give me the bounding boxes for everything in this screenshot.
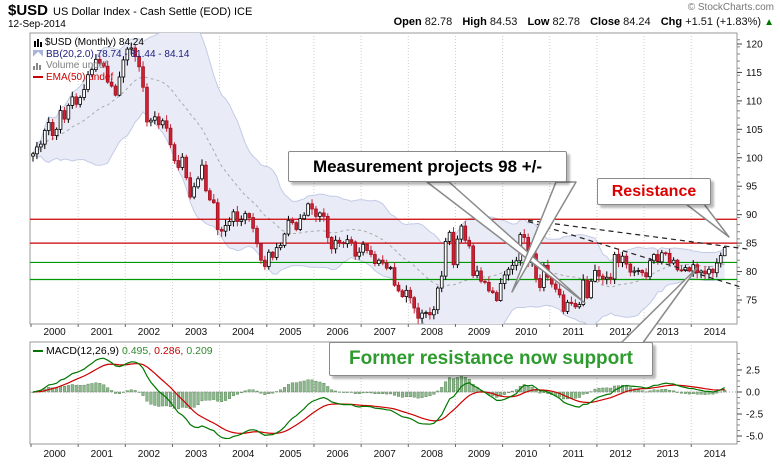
svg-text:75: 75 <box>746 296 758 307</box>
svg-text:2014: 2014 <box>704 327 727 338</box>
x-axis-labels: 2000 2000 2001 2001 2002 2002 2003 2003 2004 2004… <box>43 327 726 460</box>
svg-text:110: 110 <box>746 96 762 107</box>
svg-text:2001: 2001 <box>91 449 114 460</box>
svg-text:-2.5: -2.5 <box>746 410 764 421</box>
legend-symbol-text: $USD (Monthly) 84.24 <box>45 37 144 48</box>
macd-name: MACD(12,26,9) <box>46 345 119 357</box>
svg-text:105: 105 <box>746 125 763 136</box>
open-value: 82.78 <box>424 16 453 28</box>
legend-ema-row: EMA(50) undef <box>33 72 189 84</box>
svg-text:115: 115 <box>746 68 762 79</box>
svg-text:2007: 2007 <box>374 327 397 338</box>
ohlc-quote-row: Open 82.78 High 84.53 Low 82.78 Close 84… <box>387 16 774 28</box>
macd-axis: 2.5 0.0 -2.5 -5.0 <box>737 353 764 443</box>
macd-hist-value: 0.209 <box>186 345 213 357</box>
svg-text:2011: 2011 <box>563 449 585 460</box>
svg-text:2010: 2010 <box>515 449 538 460</box>
legend-bollinger-row: BB(20,2.0) 78.74 - 81.44 - 84.14 <box>33 49 189 61</box>
svg-text:2006: 2006 <box>326 449 349 460</box>
svg-text:2008: 2008 <box>421 327 444 338</box>
svg-text:2005: 2005 <box>279 449 302 460</box>
svg-text:0.0: 0.0 <box>746 388 760 399</box>
callout-tails <box>426 181 730 345</box>
svg-text:-5.0: -5.0 <box>746 432 764 443</box>
overlay-legend: $USD (Monthly) 84.24 BB(20,2.0) 78.74 - … <box>33 37 189 83</box>
legend-symbol-row: $USD (Monthly) 84.24 <box>33 37 189 49</box>
price-axis: 120 115 110 105 100 95 90 85 80 75 <box>737 39 763 318</box>
svg-text:2004: 2004 <box>232 449 255 460</box>
macd-plot <box>30 357 737 440</box>
svg-text:2001: 2001 <box>91 327 114 338</box>
macd-legend: MACD(12,26,9) 0.495, 0.286, 0.209 <box>33 345 213 357</box>
svg-text:2012: 2012 <box>609 327 632 338</box>
svg-text:85: 85 <box>746 239 758 250</box>
svg-text:2009: 2009 <box>468 449 491 460</box>
svg-text:120: 120 <box>746 40 763 51</box>
svg-text:2004: 2004 <box>232 327 255 338</box>
svg-text:2002: 2002 <box>138 327 161 338</box>
svg-text:2005: 2005 <box>279 327 302 338</box>
high-label: High <box>462 16 487 28</box>
ema-line-icon <box>33 76 43 79</box>
close-value: 84.24 <box>623 16 651 28</box>
open-label: Open <box>393 16 422 28</box>
measurement-annotation: Measurement projects 98 +/- <box>288 151 567 182</box>
low-value: 82.78 <box>552 16 581 28</box>
close-label: Close <box>590 16 621 28</box>
change-label: Chg <box>660 16 683 28</box>
svg-text:2002: 2002 <box>138 449 161 460</box>
svg-text:2011: 2011 <box>563 327 585 338</box>
svg-text:2006: 2006 <box>326 327 349 338</box>
svg-text:2012: 2012 <box>609 449 632 460</box>
chart-date: 12-Sep-2014 <box>8 19 66 30</box>
legend-volume-text: Volume undef <box>46 60 108 71</box>
legend-ema-text: EMA(50) undef <box>46 71 114 83</box>
stockcharts-credit: © StockCharts.com <box>687 2 774 13</box>
bollinger-band-icon <box>33 50 43 59</box>
svg-text:95: 95 <box>746 182 758 193</box>
svg-text:100: 100 <box>746 153 763 164</box>
svg-text:90: 90 <box>746 210 758 221</box>
up-triangle-icon: ▲ <box>764 17 774 28</box>
svg-text:2009: 2009 <box>468 327 491 338</box>
resistance-annotation: Resistance <box>597 178 711 205</box>
support-annotation: Former resistance now support <box>329 342 653 376</box>
svg-text:2013: 2013 <box>657 327 680 338</box>
change-value: +1.51 (+1.83%) <box>685 16 762 28</box>
svg-text:2.5: 2.5 <box>746 366 760 377</box>
low-label: Low <box>527 16 550 28</box>
macd-value: 0.495, <box>121 345 152 357</box>
svg-text:2008: 2008 <box>421 449 444 460</box>
trendlines <box>528 219 750 288</box>
high-value: 84.53 <box>489 16 518 28</box>
svg-text:2007: 2007 <box>374 449 397 460</box>
chart-header: $USD US Dollar Index - Cash Settle (EOD)… <box>8 2 252 19</box>
chart-type-icon <box>33 38 42 47</box>
volume-bars-icon <box>33 61 43 70</box>
macd-signal-value: 0.286, <box>154 345 184 357</box>
svg-text:2010: 2010 <box>515 327 538 338</box>
svg-text:2000: 2000 <box>43 327 66 338</box>
macd-line-icon <box>33 350 43 352</box>
svg-text:2014: 2014 <box>704 449 727 460</box>
legend-bollinger-text: BB(20,2.0) 78.74 - 81.44 - 84.14 <box>46 48 190 60</box>
legend-volume-row: Volume undef <box>33 60 189 72</box>
instrument-title: US Dollar Index - Cash Settle (EOD) ICE <box>53 6 253 18</box>
svg-text:2003: 2003 <box>185 327 208 338</box>
svg-text:2003: 2003 <box>185 449 208 460</box>
symbol-label: $USD <box>8 2 49 19</box>
svg-text:2000: 2000 <box>43 449 66 460</box>
svg-text:80: 80 <box>746 267 758 278</box>
svg-text:2013: 2013 <box>657 449 680 460</box>
